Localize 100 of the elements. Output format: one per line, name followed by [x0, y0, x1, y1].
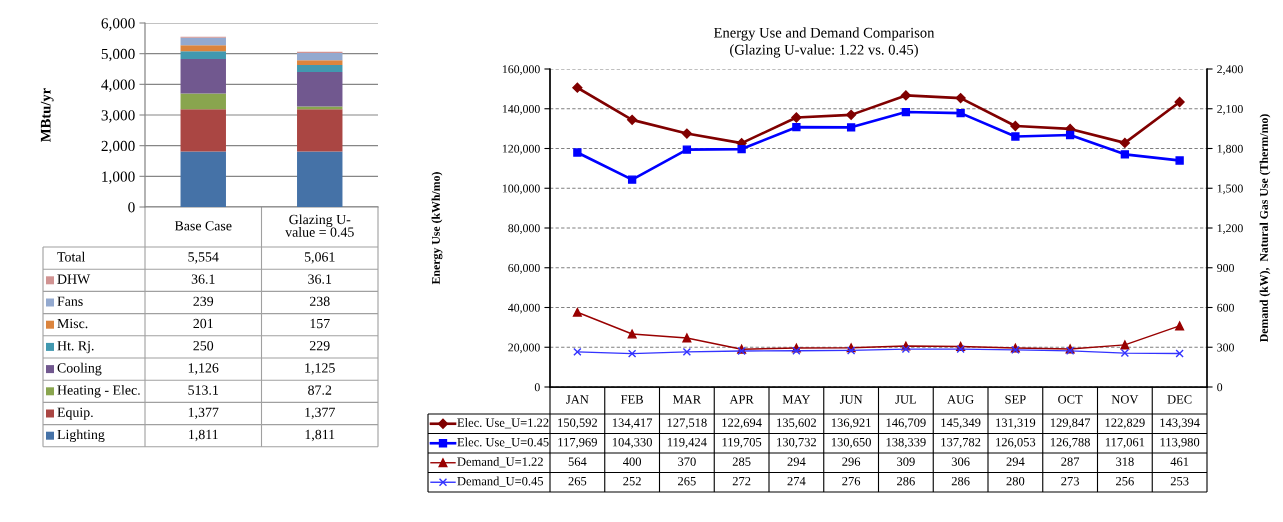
x-tick-label: AUG — [947, 395, 974, 404]
y2-axis-title: Demand (kW), Natural Gas Use (Therm/mo) — [1259, 114, 1271, 343]
x-tick-label: Glazing U-value = 0.45 — [285, 214, 354, 237]
data-label: 201 — [193, 318, 213, 329]
y-tick-label: 0 — [534, 383, 540, 392]
data-label: 143,394 — [1160, 418, 1200, 429]
text: 5,554 — [188, 252, 219, 264]
data-label: 126,788 — [1050, 437, 1090, 449]
y-axis-title: Energy Use (kWh/mo) — [431, 172, 443, 285]
data-label: 1,125 — [305, 363, 335, 375]
data-label: 36.1 — [191, 274, 215, 284]
legend-label: Elec. Use_U=1.22 — [457, 418, 549, 429]
data-label: 1,377 — [305, 407, 335, 419]
data-label: 286 — [951, 476, 970, 486]
data-label: 370 — [678, 457, 696, 466]
x-tick-label: DEC — [1167, 395, 1192, 404]
y2-tick-label: 1,200 — [1217, 224, 1243, 234]
data-label: 150,592 — [558, 418, 597, 429]
data-label: 135,602 — [777, 418, 816, 429]
x-tick-label: APR — [729, 395, 754, 404]
legend-label: Lighting — [57, 429, 105, 443]
data-label: 113,980 — [1160, 437, 1200, 449]
data-label: 286 — [897, 476, 915, 486]
data-label: 138,339 — [886, 437, 926, 449]
data-label: 122,829 — [1105, 418, 1145, 429]
data-label: 119,705 — [722, 437, 762, 449]
y-tick-label: 160,000 — [502, 65, 540, 75]
legend-label: Equip. — [57, 407, 93, 420]
y2-tick-label: 1,800 — [1217, 144, 1243, 155]
x-tick-label: FEB — [621, 395, 643, 404]
data-label: 513.1 — [188, 385, 219, 395]
data-label: 256 — [1116, 476, 1134, 486]
legend-label: DHW — [57, 274, 91, 284]
legend-label: Ht. Rj. — [57, 341, 94, 354]
data-label: 294 — [1006, 457, 1025, 466]
data-label: 130,732 — [777, 437, 816, 449]
x-tick-label: JUL — [895, 395, 916, 404]
data-label: 119,424 — [667, 437, 707, 449]
data-label: 1,377 — [188, 407, 219, 419]
data-label: 276 — [842, 476, 861, 486]
y2-tick-label: 600 — [1217, 303, 1234, 312]
y2-tick-label: 2,100 — [1217, 105, 1243, 115]
data-label: 117,969 — [558, 437, 597, 449]
data-label: 461 — [1170, 457, 1189, 466]
chart-title: Energy Use and Demand Comparison — [713, 27, 935, 41]
y-tick-label: 2,000 — [101, 140, 135, 154]
y-tick-label: 3,000 — [101, 110, 135, 123]
x-tick-label: NOV — [1111, 395, 1139, 404]
data-label: 564 — [568, 457, 587, 466]
y2-tick-label: 2,400 — [1217, 65, 1243, 75]
data-label: 137,782 — [941, 437, 981, 449]
data-label: 131,319 — [996, 418, 1036, 429]
data-label: 274 — [787, 476, 806, 486]
y-tick-label: 0 — [128, 202, 135, 213]
legend-label: Demand_U=1.22 — [457, 457, 543, 468]
legend-label: Misc. — [57, 318, 88, 329]
y-tick-label: 1,000 — [102, 171, 135, 184]
data-label: 145,349 — [941, 418, 981, 429]
legend-label: Demand_U=0.45 — [457, 476, 544, 487]
data-label: 129,847 — [1050, 418, 1091, 429]
data-label: 296 — [842, 457, 861, 466]
data-label: 87.2 — [308, 385, 332, 395]
chart-subtitle: (Glazing U-value: 1.22 vs. 0.45) — [730, 44, 918, 58]
text: 5,061 — [304, 252, 335, 264]
data-label: 229 — [309, 341, 330, 351]
data-label: 134,417 — [612, 418, 653, 429]
data-label: 126,053 — [996, 437, 1036, 449]
data-label: 130,650 — [831, 437, 871, 449]
data-label: 265 — [678, 476, 696, 486]
y-tick-label: 5,000 — [101, 48, 135, 62]
x-tick-label: SEP — [1005, 395, 1026, 404]
data-label: 400 — [622, 457, 642, 466]
data-label: 157 — [310, 318, 330, 329]
data-label: 36.1 — [308, 274, 332, 284]
y2-tick-label: 0 — [1217, 383, 1223, 392]
data-label: 252 — [623, 476, 641, 486]
legend-label: Cooling — [57, 362, 102, 376]
y2-tick-label: 1,500 — [1217, 184, 1243, 195]
data-label: 239 — [193, 296, 214, 306]
y-tick-label: 100,000 — [502, 184, 540, 195]
data-label: 294 — [787, 457, 806, 466]
data-label: 1,126 — [188, 363, 219, 375]
legend-label: Heating - Elec. — [57, 384, 140, 398]
data-label: 306 — [951, 457, 970, 466]
x-tick-label: OCT — [1058, 395, 1083, 404]
data-label: 1,811 — [305, 429, 335, 442]
data-label: 309 — [897, 457, 915, 466]
data-label: 272 — [732, 476, 751, 486]
data-label: 1,811 — [189, 429, 218, 442]
y2-tick-label: 300 — [1217, 343, 1234, 352]
data-label: 104,330 — [612, 437, 652, 449]
legend-label: Elec. Use_U=0.45 — [457, 437, 549, 448]
data-label: 146,709 — [886, 418, 926, 429]
data-label: 273 — [1061, 476, 1080, 486]
data-label: 136,921 — [831, 418, 871, 429]
y-axis-title: MBtu/yr — [40, 88, 54, 142]
data-label: 287 — [1061, 457, 1080, 466]
y-tick-label: 40,000 — [508, 303, 540, 314]
data-label: 238 — [309, 296, 330, 306]
x-tick-label: MAR — [672, 395, 702, 404]
